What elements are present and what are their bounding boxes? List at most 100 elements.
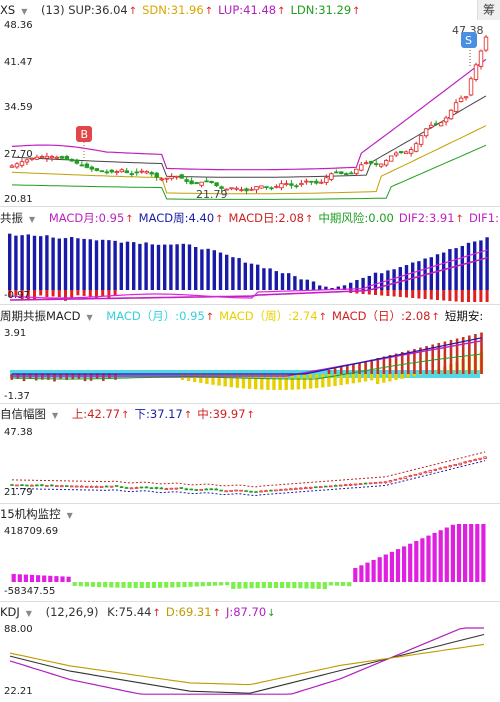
candle-body [468, 78, 474, 96]
fund-flow-bar [36, 575, 41, 582]
p6-value-item: J:87.70↓ [226, 605, 276, 619]
candle-body [19, 161, 25, 166]
value-number: 2.08 [278, 211, 304, 225]
caret-down-icon: ▼ [86, 313, 93, 322]
candle-body [438, 122, 444, 127]
daily-macd-bar [339, 367, 343, 374]
fund-flow-bar [170, 582, 175, 588]
daily-macd-bar [388, 355, 392, 374]
daily-macd-bar [107, 290, 111, 299]
fund-flow-bar [408, 543, 413, 582]
weekly-macd-bar [460, 245, 464, 290]
daily-macd-bar [423, 290, 427, 299]
weekly-macd-bar [247, 374, 252, 389]
fund-flow-bar [151, 582, 157, 588]
weekly-macd-bar [205, 374, 209, 384]
weekly-macd-bar [107, 240, 111, 290]
dif1-line [9, 249, 488, 299]
fund-flow-bar [212, 582, 218, 586]
institution-axis-max: 418709.69 [4, 526, 59, 537]
weekly-macd-bar [20, 235, 24, 290]
cycle-macd-axis-max: 3.91 [4, 328, 27, 339]
weekly-macd-bar [193, 374, 197, 382]
daily-macd-bar [95, 290, 98, 299]
arrow-up-icon: ↑ [431, 312, 440, 323]
indicator-selector-xs[interactable]: XS ▼ [0, 0, 32, 20]
candle-body [239, 489, 243, 492]
indicator-selector-institution[interactable]: 15机构监控 ▼ [0, 504, 78, 524]
weekly-macd-bar [349, 282, 353, 290]
candle-body [50, 484, 54, 487]
indicator-name: 周期共振MACD [0, 309, 81, 323]
daily-macd-bar [398, 290, 402, 297]
kdj-axis-min: 22.21 [4, 686, 33, 697]
candle-body [463, 461, 467, 464]
value-label: (13) SUP: [41, 3, 95, 17]
candle-body [84, 163, 90, 168]
fund-flow-bar [450, 524, 455, 582]
candle-body [369, 160, 374, 164]
weekly-macd-bar [229, 374, 233, 388]
dea-line [12, 337, 482, 375]
daily-macd-bar [367, 290, 371, 295]
daily-macd-bar [394, 353, 398, 374]
weekly-macd-bar [169, 244, 173, 290]
sell-signal-label: S [465, 34, 472, 47]
fund-flow-bar [359, 565, 364, 582]
candle-body [433, 123, 439, 125]
fund-flow-bar [54, 576, 59, 582]
candle-body [418, 472, 423, 475]
weekly-macd-bar [411, 262, 415, 290]
p2-value-item: DIF1: [469, 211, 499, 225]
candle-body [309, 180, 314, 183]
daily-macd-bar [382, 356, 386, 374]
weekly-macd-bar [200, 249, 204, 290]
buy-signal-badge [76, 126, 92, 142]
candle-body [384, 160, 389, 166]
fund-flow-bar [127, 582, 132, 588]
candle-body [358, 483, 363, 485]
indicator-name: 自信幅图 [0, 407, 46, 421]
candle-body [359, 164, 364, 171]
value-label: 短期安: [444, 309, 484, 323]
value-number: 0.00 [368, 211, 394, 225]
daily-macd-bar [485, 290, 489, 302]
candle-body [438, 467, 443, 470]
weekly-macd-bar [363, 374, 368, 382]
short-line [11, 353, 482, 380]
indicator-selector-resonance[interactable]: 共振 ▼ [0, 208, 40, 228]
indicator-selector-cycle-macd[interactable]: 周期共振MACD ▼ [0, 306, 98, 326]
daily-macd-bar [65, 374, 68, 380]
weekly-macd-bar [39, 236, 43, 290]
fund-flow-bar [469, 524, 474, 582]
candle-body [299, 182, 304, 186]
fund-flow-bar [255, 582, 260, 589]
weekly-macd-bar [237, 258, 241, 290]
candle-body [114, 171, 119, 173]
candle-body [194, 182, 199, 185]
fund-flow-bar [48, 575, 53, 582]
weekly-macd-bar [355, 280, 359, 290]
candle-body [458, 97, 464, 102]
candle-body [319, 181, 324, 184]
weekly-macd-bar [454, 248, 458, 290]
weekly-macd-bar [448, 249, 452, 290]
weekly-macd-bar [206, 248, 210, 290]
chip-distribution-button[interactable]: 筹 [477, 0, 500, 20]
fund-flow-bar [90, 582, 96, 587]
candle-body [179, 487, 184, 489]
weekly-macd-bar [274, 271, 278, 290]
candle-body [20, 484, 24, 487]
weekly-macd-bar [311, 281, 316, 290]
fund-flow-bar [158, 582, 163, 588]
indicator-selector-confidence[interactable]: 自信幅图 ▼ [0, 404, 63, 424]
weekly-macd-bar [388, 374, 392, 382]
candle-body [478, 50, 484, 67]
daily-macd-bar [460, 290, 464, 302]
candle-body [483, 456, 487, 459]
indicator-selector-kdj[interactable]: KDJ ▼ [0, 602, 37, 622]
fund-flow-bar [139, 582, 144, 588]
candle-body [89, 485, 94, 488]
p1-value-item: LUP:41.48↑ [218, 3, 285, 17]
